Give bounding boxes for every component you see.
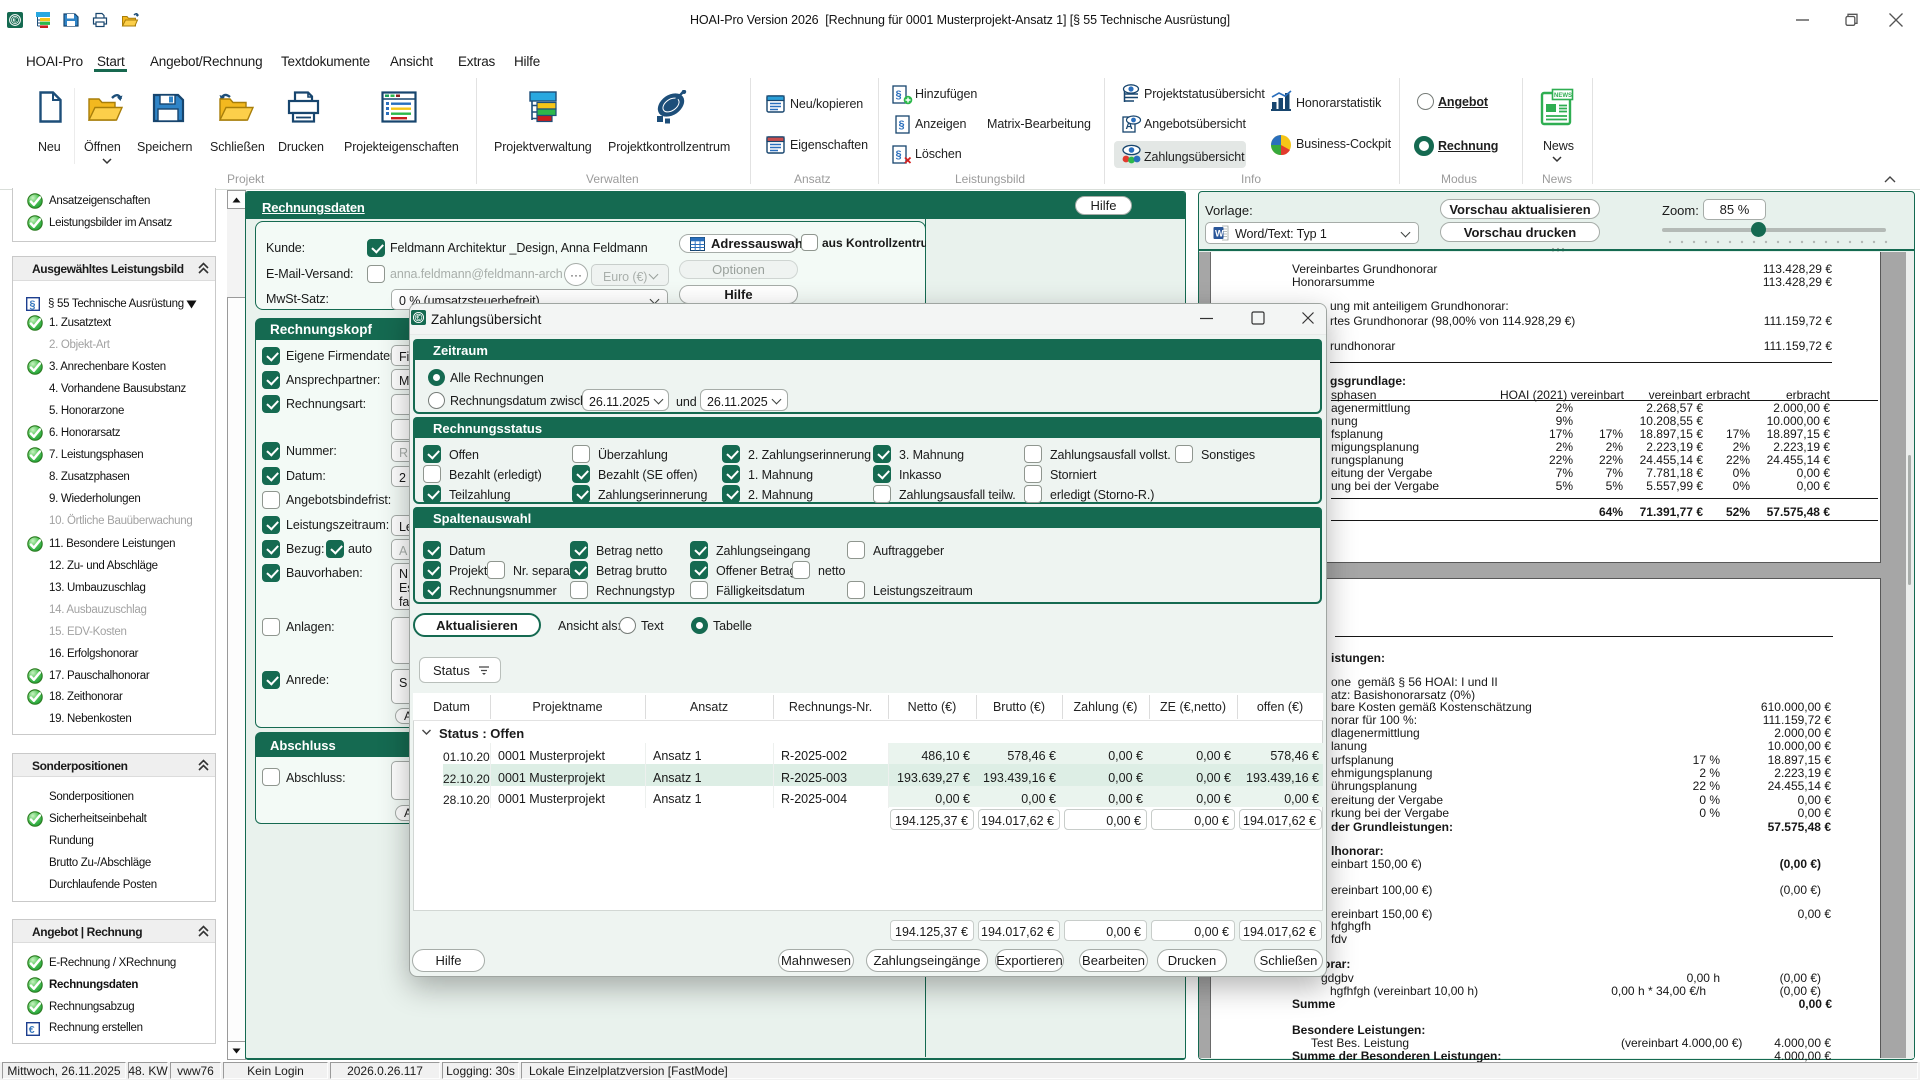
svg-text:§: § [899,119,905,131]
svg-text:A: A [1126,121,1133,132]
svg-text:W: W [1215,228,1224,238]
svg-text:§: § [896,89,902,101]
svg-text:€: € [416,315,420,322]
svg-text:€: € [13,16,18,25]
svg-text:NEWS: NEWS [1554,93,1572,99]
svg-text:§: § [29,299,35,311]
svg-text:€: € [29,1024,35,1036]
svg-text:§: § [896,149,902,161]
